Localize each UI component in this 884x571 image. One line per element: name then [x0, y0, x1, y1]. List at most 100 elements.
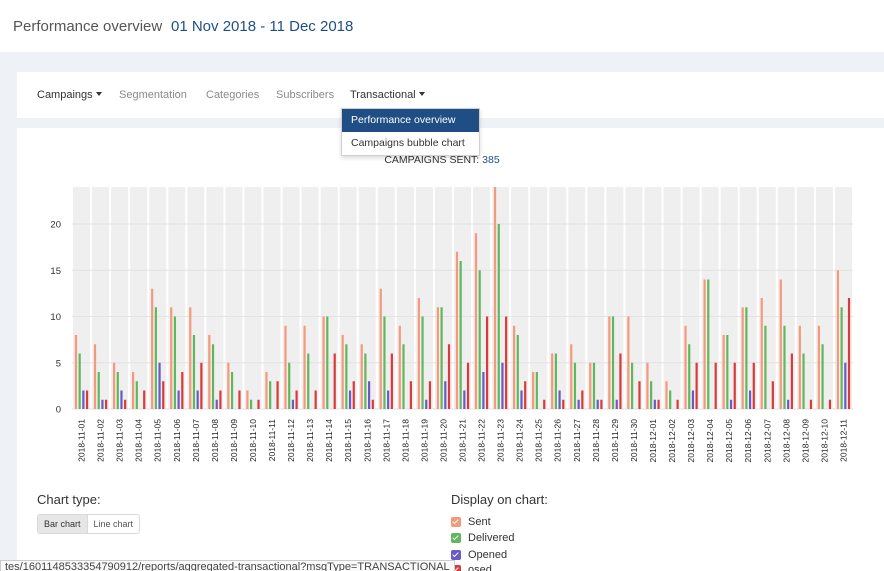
- bar-osed: [714, 362, 717, 409]
- column-band: [92, 187, 110, 409]
- bar-opened: [729, 399, 733, 409]
- x-tick-label: 2018-12-01: [648, 419, 658, 463]
- column-band: [320, 187, 338, 409]
- line-chart-button[interactable]: Line chart: [86, 515, 140, 533]
- nav-transactional-label: Transactional: [350, 89, 416, 101]
- date-range[interactable]: 01 Nov 2018 - 11 Dec 2018: [171, 18, 354, 35]
- x-tick-label: 2018-11-04: [134, 419, 144, 462]
- column-band: [73, 187, 91, 409]
- bar-delivered: [135, 381, 138, 409]
- bar-opened: [101, 399, 104, 409]
- bar-opened: [596, 399, 599, 409]
- column-band: [549, 187, 567, 409]
- checkbox-checked-icon[interactable]: [451, 550, 461, 560]
- bar-sent: [570, 344, 573, 409]
- bar-osed: [124, 399, 127, 409]
- bar-sent: [360, 344, 363, 409]
- transactional-dropdown: Performance overview Campaigns bubble ch…: [341, 108, 480, 156]
- column-band: [568, 187, 586, 409]
- legend-toggle-3[interactable]: osed: [451, 564, 492, 571]
- nav-categories[interactable]: Categories: [206, 89, 260, 101]
- x-tick-label: 2018-11-07: [191, 419, 201, 462]
- bar-sent: [493, 187, 497, 409]
- column-band: [301, 187, 319, 409]
- x-tick-label: 2018-12-06: [743, 419, 753, 463]
- nav-subscribers[interactable]: Subscribers: [276, 89, 335, 101]
- bar-opened: [177, 390, 180, 409]
- bar-sent: [532, 372, 535, 409]
- x-tick-label: 2018-11-17: [381, 419, 391, 462]
- bar-delivered: [840, 307, 843, 409]
- bar-delivered: [192, 335, 196, 409]
- column-band: [263, 187, 281, 409]
- column-band: [530, 187, 548, 409]
- x-tick-label: 2018-12-03: [686, 419, 696, 463]
- bar-delivered: [345, 344, 348, 409]
- status-bar-url: tes/1601148533354790912/reports/aggregat…: [0, 560, 455, 571]
- bar-delivered: [307, 353, 310, 409]
- nav-segmentation[interactable]: Segmentation: [119, 89, 187, 101]
- column-band: [168, 187, 186, 409]
- bar-osed: [638, 381, 641, 409]
- checkbox-checked-icon[interactable]: [451, 533, 461, 543]
- bar-opened: [158, 362, 161, 409]
- bar-delivered: [211, 344, 215, 409]
- bar-delivered: [440, 307, 443, 409]
- bar-delivered: [516, 335, 519, 409]
- x-tick-label: 2018-11-01: [77, 419, 87, 462]
- bar-osed: [790, 353, 793, 409]
- bar-osed: [276, 381, 279, 409]
- bar-opened: [425, 399, 428, 409]
- bar-sent: [512, 325, 516, 409]
- x-tick-label: 2018-11-23: [496, 419, 506, 462]
- x-tick-label: 2018-12-04: [705, 419, 715, 463]
- caret-down-icon: [95, 92, 102, 97]
- bar-osed: [143, 390, 146, 409]
- bar-osed: [219, 390, 222, 409]
- chart-type-label: Chart type:: [37, 492, 101, 507]
- column-band: [492, 187, 510, 409]
- x-tick-label: 2018-11-14: [324, 419, 334, 462]
- x-tick-label: 2018-11-24: [515, 419, 525, 462]
- column-band: [111, 187, 129, 409]
- nav-campaigns-label: Campaings: [37, 89, 93, 101]
- bar-osed: [238, 390, 241, 409]
- bar-chart-button[interactable]: Bar chart: [38, 515, 87, 533]
- legend-label: Sent: [468, 516, 491, 528]
- bar-osed: [162, 381, 165, 409]
- bar-sent: [436, 307, 440, 409]
- legend-toggle-0[interactable]: Sent: [451, 516, 491, 528]
- column-band: [282, 187, 300, 409]
- legend-toggle-1[interactable]: Delivered: [451, 532, 514, 544]
- nav-campaigns[interactable]: Campaings: [37, 89, 102, 101]
- bar-sent: [760, 298, 763, 409]
- bar-sent: [589, 362, 592, 409]
- menu-item-campaigns-bubble-chart[interactable]: Campaigns bubble chart: [351, 137, 465, 149]
- bar-opened: [787, 399, 790, 409]
- bar-sent: [74, 335, 78, 409]
- column-band: [454, 187, 471, 409]
- bar-opened: [444, 381, 447, 409]
- bar-sent: [551, 353, 554, 409]
- column-band: [149, 187, 167, 409]
- x-tick-label: 2018-12-11: [838, 419, 848, 462]
- bar-sent: [227, 362, 230, 409]
- checkbox-checked-icon[interactable]: [451, 565, 461, 571]
- nav-transactional[interactable]: Transactional: [350, 89, 425, 101]
- bar-delivered: [783, 325, 786, 409]
- bar-opened: [463, 390, 466, 409]
- bar-osed: [733, 362, 736, 409]
- top-header: Performance overview 01 Nov 2018 - 11 De…: [0, 0, 884, 52]
- bar-osed: [105, 399, 108, 409]
- x-tick-label: 2018-11-28: [591, 419, 601, 462]
- menu-item-performance-overview[interactable]: Performance overview: [342, 109, 479, 132]
- legend-toggle-2[interactable]: Opened: [451, 549, 507, 561]
- checkbox-checked-icon[interactable]: [451, 517, 461, 527]
- column-band: [339, 187, 357, 409]
- x-tick-label: 2018-11-15: [343, 419, 353, 462]
- column-band: [206, 187, 224, 409]
- bar-osed: [85, 390, 89, 409]
- x-tick-label: 2018-12-08: [781, 419, 791, 463]
- bar-opened: [615, 399, 618, 409]
- bar-delivered: [250, 399, 253, 409]
